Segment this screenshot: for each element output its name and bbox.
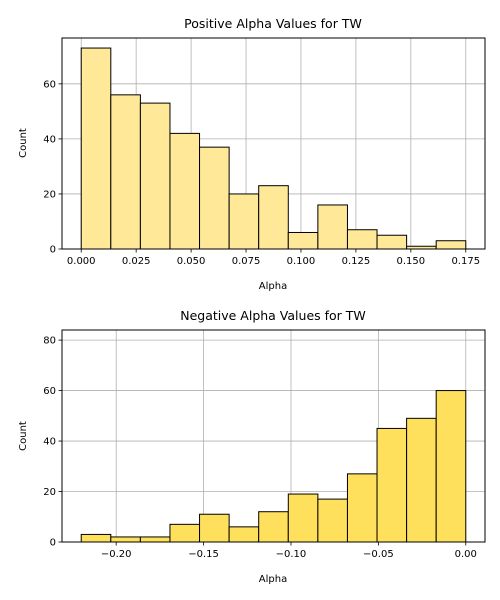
chart-title: Positive Alpha Values for TW	[184, 16, 362, 31]
histogram-bar	[406, 417, 437, 543]
negative-alpha-chart: Negative Alpha Values for TW Alpha Count…	[18, 308, 486, 585]
histogram-bar	[287, 231, 319, 250]
y-axis-label: Count	[18, 128, 29, 158]
x-tick-label: 0.050	[177, 256, 206, 267]
histogram-bar	[376, 234, 408, 250]
bars	[80, 47, 467, 250]
histogram-bar	[287, 493, 319, 543]
x-tick-label: 0.100	[287, 256, 316, 267]
x-axis-label: Alpha	[259, 574, 287, 585]
histogram-bar	[258, 511, 289, 543]
histogram-bar	[169, 132, 201, 250]
y-tick-label: 0	[50, 538, 56, 549]
histogram-bar	[435, 390, 467, 543]
x-tick-label: −0.15	[188, 549, 219, 560]
y-tick-label: 40	[43, 134, 56, 145]
histogram-bar	[139, 102, 171, 250]
histogram-bar	[258, 185, 289, 250]
x-tick-label: 0.125	[342, 256, 371, 267]
histogram-bar	[110, 536, 141, 543]
ticks: −0.20 −0.15 −0.10 −0.05 0.00 0 20 40 60 80	[43, 336, 477, 560]
positive-alpha-chart: Positive Alpha Values for TW Alpha Count…	[18, 16, 486, 292]
histogram-bar	[228, 193, 260, 250]
histogram-bar	[346, 229, 378, 250]
histogram-bar	[376, 427, 408, 543]
bars	[80, 390, 467, 543]
y-tick-label: 20	[43, 189, 56, 200]
histogram-bar	[228, 526, 260, 543]
histogram-bar	[317, 498, 348, 543]
histogram-bar	[169, 523, 201, 543]
x-tick-label: 0.175	[451, 256, 480, 267]
histogram-bar	[317, 204, 348, 250]
histogram-bar	[80, 533, 112, 543]
x-tick-label: 0.000	[67, 256, 96, 267]
x-tick-label: −0.05	[363, 549, 394, 560]
chart-title: Negative Alpha Values for TW	[180, 308, 366, 323]
histogram-bar	[110, 94, 141, 250]
y-tick-label: 20	[43, 487, 56, 498]
x-tick-label: −0.10	[276, 549, 307, 560]
x-tick-label: 0.00	[455, 549, 477, 560]
x-tick-label: 0.150	[397, 256, 426, 267]
x-axis-label: Alpha	[259, 281, 287, 292]
y-tick-label: 0	[50, 245, 56, 256]
y-tick-label: 80	[43, 336, 56, 347]
ticks: 0.000 0.025 0.050 0.075 0.100 0.125 0.150 0.175…	[43, 79, 480, 267]
y-tick-label: 60	[43, 386, 56, 397]
x-tick-label: 0.075	[232, 256, 261, 267]
y-tick-label: 60	[43, 79, 56, 90]
plot-frame	[61, 37, 486, 250]
histogram-bar	[139, 536, 171, 543]
histogram-bar	[435, 240, 467, 250]
histogram-bar	[346, 473, 378, 543]
y-tick-label: 40	[43, 437, 56, 448]
histogram-bar	[199, 146, 230, 250]
x-tick-label: 0.025	[122, 256, 151, 267]
histogram-bar	[199, 513, 230, 543]
y-axis-label: Count	[18, 421, 29, 451]
x-tick-label: −0.20	[101, 549, 132, 560]
plot-frame	[61, 329, 486, 543]
histogram-bar	[80, 47, 112, 250]
